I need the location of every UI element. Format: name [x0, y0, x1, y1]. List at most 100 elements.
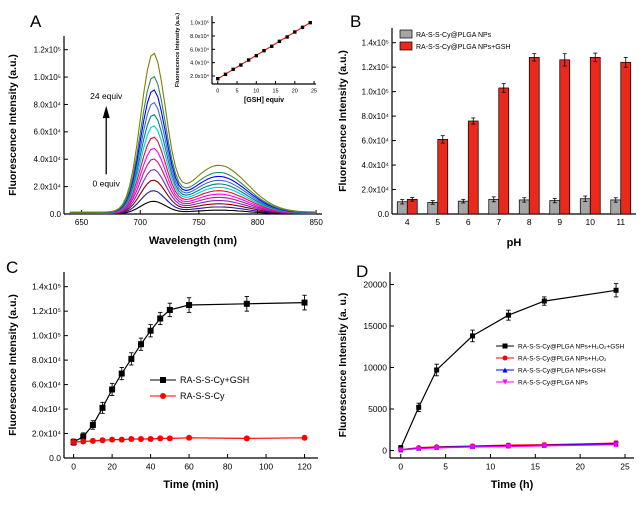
- marker-square: [285, 35, 289, 39]
- panel-c: 0 20 40 60 80 100 120 0.0 2.0x10⁴ 4.0x10⁴ 6.0x10⁴ 8…: [0, 258, 330, 506]
- marker-circle: [137, 436, 144, 443]
- y-axis-title: Fluorescence Intensity (a.u.): [7, 294, 19, 436]
- x-tick-label: 6: [466, 217, 471, 227]
- inset-y-axis-title: Fluorescence Intensity (a.u.): [175, 13, 181, 87]
- annotation-0-equiv: 0 equiv: [93, 179, 121, 189]
- x-tick-label: 100: [259, 462, 273, 472]
- x-tick-label: 0: [398, 462, 403, 472]
- x-tick-label: 25: [311, 89, 317, 95]
- marker-triangle-down: [541, 443, 547, 449]
- y-tick-label: 8.0x10⁴: [190, 33, 210, 40]
- y-tick-label: 2.0x10⁴: [34, 182, 62, 191]
- bar-series-1: [559, 59, 571, 215]
- x-tick-label: 650: [75, 218, 89, 227]
- y-tick-label: 8.0x10⁴: [34, 100, 62, 109]
- equiv-arrow-head: [102, 105, 110, 119]
- marker-square: [99, 404, 106, 411]
- x-tick-label: 5: [236, 89, 239, 95]
- x-tick-label: 10: [586, 217, 596, 227]
- marker-triangle-down: [416, 446, 422, 452]
- marker-square: [157, 315, 164, 322]
- legend-label: RA-S-S-Cy@PLGA NPs+GSH: [518, 367, 606, 374]
- x-tick-label: 10: [253, 89, 259, 95]
- y-tick-label: 1.0x10⁵: [190, 20, 209, 27]
- y-tick-label: 10000: [363, 362, 387, 372]
- bar-series-1: [528, 57, 540, 215]
- marker-square: [308, 20, 312, 25]
- panel-label-c: C: [6, 258, 19, 277]
- marker-triangle-up: [502, 367, 508, 373]
- marker-square: [80, 433, 87, 440]
- marker-square: [239, 63, 243, 67]
- y-tick-label: 1.2x10⁵: [34, 45, 61, 54]
- marker-square: [613, 287, 619, 293]
- y-axis-title: Fluorescence Intensity (a. u.): [337, 293, 349, 438]
- y-tick-label: 15000: [363, 321, 387, 331]
- y-tick-label: 6.0x10⁴: [190, 46, 210, 53]
- panel-c-kinetics-chart: 0 20 40 60 80 100 120 0.0 2.0x10⁴ 4.0x10⁴ 6.0x10⁴ 8…: [7, 272, 318, 491]
- marker-square: [231, 67, 235, 72]
- panel-label-d: D: [356, 262, 369, 281]
- x-tick-label: 750: [192, 218, 206, 227]
- panel-b-bar-chart: 0.0 2.0x10⁴ 4.0x10⁴ 6.0x10⁴ 8.0x10⁴ 1.0x10⁵ 1.…: [337, 28, 636, 249]
- y-tick-label: 2.0x10⁴: [32, 429, 62, 439]
- y-tick-label: 1.0x10⁵: [34, 73, 61, 82]
- marker-circle: [301, 434, 308, 441]
- x-tick-label: 5: [435, 217, 440, 227]
- marker-triangle-down: [502, 379, 508, 385]
- x-tick-label: 800: [251, 218, 265, 227]
- x-tick-label: 0: [216, 89, 219, 95]
- y-tick-label: 1.2x10⁵: [32, 306, 61, 316]
- marker-circle: [157, 435, 164, 442]
- marker-square: [434, 367, 440, 373]
- panel-label-a: A: [30, 12, 42, 31]
- panel-b: 0.0 2.0x10⁴ 4.0x10⁴ 6.0x10⁴ 8.0x10⁴ 1.0x10⁵ 1.…: [330, 0, 644, 258]
- marker-circle: [160, 393, 166, 399]
- x-tick-label: 9: [557, 217, 562, 227]
- bar-series-1: [620, 61, 632, 215]
- marker-square: [293, 30, 297, 34]
- marker-square: [270, 44, 274, 49]
- y-tick-label: 1.4x10⁵: [362, 38, 389, 47]
- y-tick-label: 5000: [368, 404, 387, 414]
- bar-series-1: [589, 57, 601, 215]
- x-tick-label: 0: [71, 462, 76, 472]
- marker-circle: [80, 438, 87, 445]
- y-tick-label: 4.0x10⁴: [362, 161, 390, 170]
- marker-circle: [70, 439, 77, 446]
- x-axis-title: Time (min): [163, 479, 219, 491]
- inset-background: [172, 8, 324, 118]
- marker-triangle-down: [434, 445, 440, 451]
- marker-square: [186, 302, 193, 309]
- y-tick-label: 0.0: [378, 210, 390, 219]
- marker-circle: [166, 435, 173, 442]
- x-tick-label: 20: [107, 462, 117, 472]
- marker-circle: [186, 434, 193, 441]
- x-tick-label: 700: [134, 218, 148, 227]
- x-tick-label: 15: [531, 462, 541, 472]
- y-axis-title: Fluorescence Intensity (a.u.): [337, 50, 349, 192]
- x-tick-label: 5: [443, 462, 448, 472]
- marker-square: [505, 312, 511, 318]
- marker-square: [243, 300, 250, 307]
- x-tick-label: 11: [616, 217, 625, 227]
- marker-square: [254, 53, 258, 58]
- marker-circle: [502, 355, 508, 361]
- marker-square: [137, 341, 144, 348]
- marker-triangle-down: [398, 447, 404, 453]
- marker-square: [223, 72, 228, 77]
- y-tick-label: 8.0x10⁴: [32, 355, 62, 365]
- marker-square: [89, 421, 96, 428]
- y-tick-label: 2.0x10⁴: [190, 73, 210, 80]
- marker-circle: [128, 436, 135, 443]
- legend-swatch: [399, 29, 413, 39]
- y-tick-label: 6.0x10⁴: [362, 136, 390, 145]
- x-tick-label: 25: [620, 462, 630, 472]
- bar-series-1: [498, 87, 510, 215]
- x-axis-title: pH: [507, 237, 522, 249]
- marker-square: [128, 355, 135, 362]
- y-tick-label: 1.0x10⁵: [32, 331, 61, 341]
- marker-square: [416, 404, 422, 410]
- y-tick-label: 1.4x10⁵: [32, 282, 61, 292]
